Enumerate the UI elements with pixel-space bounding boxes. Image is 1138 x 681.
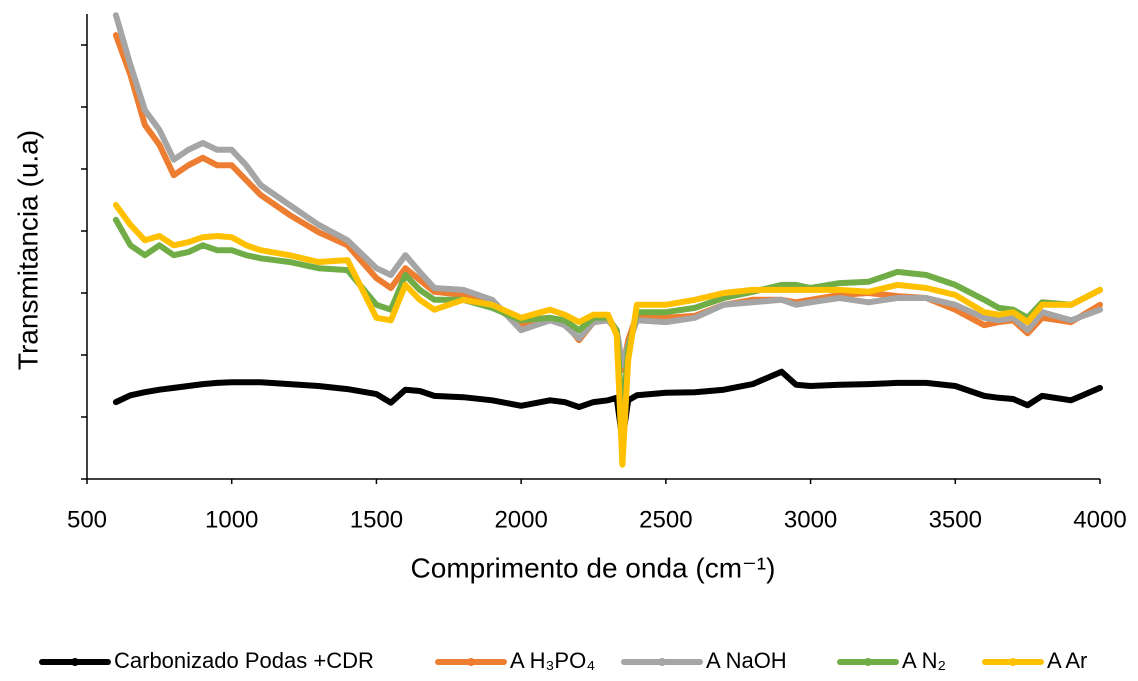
legend-marker: [71, 658, 79, 666]
x-tick-label: 3000: [784, 506, 837, 533]
x-tick-label: 1500: [350, 506, 403, 533]
x-tick-label: 2500: [639, 506, 692, 533]
series-line: [112, 368, 1103, 443]
y-axis-label: Transmitancia (u.a): [12, 130, 43, 370]
legend-label: A H₃PO₄: [510, 648, 595, 673]
x-tick-label: 3500: [929, 506, 982, 533]
legend-label: A Ar: [1047, 648, 1087, 673]
series-line: [112, 216, 1103, 424]
legend-marker: [467, 658, 475, 666]
series-line: [112, 12, 1103, 368]
x-tick-label: 1000: [205, 506, 258, 533]
legend-label: A N₂: [902, 648, 946, 673]
legend-marker: [1009, 658, 1017, 666]
x-tick-label: 500: [67, 506, 107, 533]
legend-label: Carbonizado Podas +CDR: [114, 648, 374, 673]
x-tick-label: 4000: [1073, 506, 1126, 533]
legend-marker: [658, 658, 666, 666]
legend-marker: [864, 658, 872, 666]
x-axis-label: Comprimento de onda (cm⁻¹): [411, 552, 776, 583]
series-line: [112, 202, 1103, 468]
legend-label: A NaOH: [706, 648, 787, 673]
x-tick-label: 2000: [494, 506, 547, 533]
